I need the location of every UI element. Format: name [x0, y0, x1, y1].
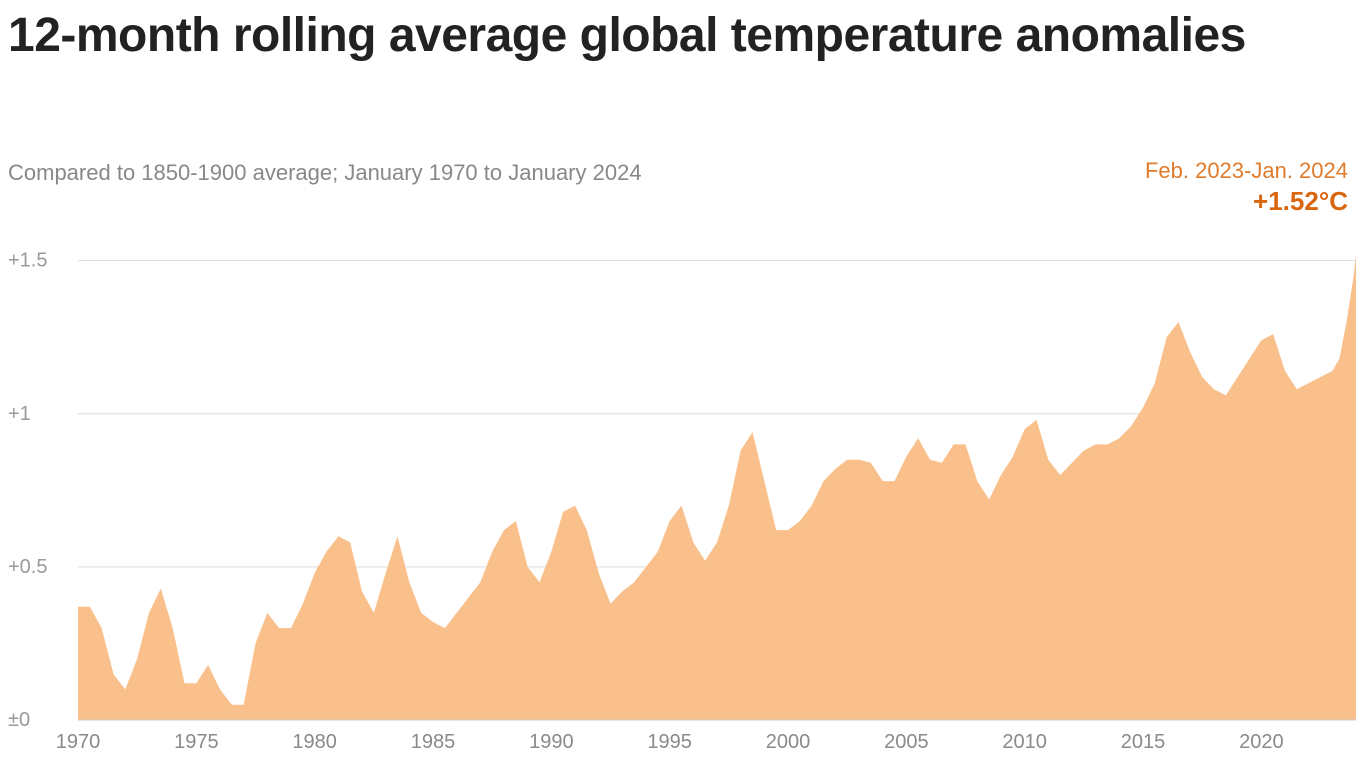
chart-subtitle: Compared to 1850-1900 average; January 1…: [8, 160, 642, 186]
callout-value: +1.52°C: [1145, 186, 1348, 217]
x-tick-label: 2015: [1121, 731, 1166, 753]
callout-period: Feb. 2023-Jan. 2024: [1145, 158, 1348, 184]
y-tick-label: +0.5: [8, 556, 47, 578]
y-tick-label: +1.5: [8, 250, 47, 272]
x-tick-label: 2000: [766, 731, 811, 753]
x-tick-label: 1980: [292, 731, 337, 753]
x-tick-label: 2020: [1239, 731, 1284, 753]
y-tick-label: ±0: [8, 709, 30, 731]
y-tick-label: +1: [8, 403, 31, 425]
endpoint-callout: Feb. 2023-Jan. 2024 +1.52°C: [1145, 158, 1348, 217]
chart-title: 12-month rolling average global temperat…: [8, 6, 1346, 66]
x-tick-label: 2005: [884, 731, 929, 753]
x-tick-label: 1990: [529, 731, 574, 753]
x-tick-label: 1995: [647, 731, 692, 753]
x-tick-label: 1975: [174, 731, 219, 753]
x-tick-label: 1970: [56, 731, 101, 753]
x-tick-label: 2010: [1002, 731, 1047, 753]
x-axis-labels: 1970 1975 1980 1985 1990 1995 2000 2005 2010 2015…: [56, 731, 1284, 753]
chart-container: 12-month rolling average global temperat…: [0, 0, 1366, 768]
temperature-area-series: [78, 255, 1356, 721]
area-chart: ±0 +0.5 +1 +1.5 1970 1975 1980 1985 1990 1995 200…: [8, 230, 1358, 760]
x-tick-label: 1985: [411, 731, 456, 753]
y-axis-labels: ±0 +0.5 +1 +1.5: [8, 250, 47, 731]
